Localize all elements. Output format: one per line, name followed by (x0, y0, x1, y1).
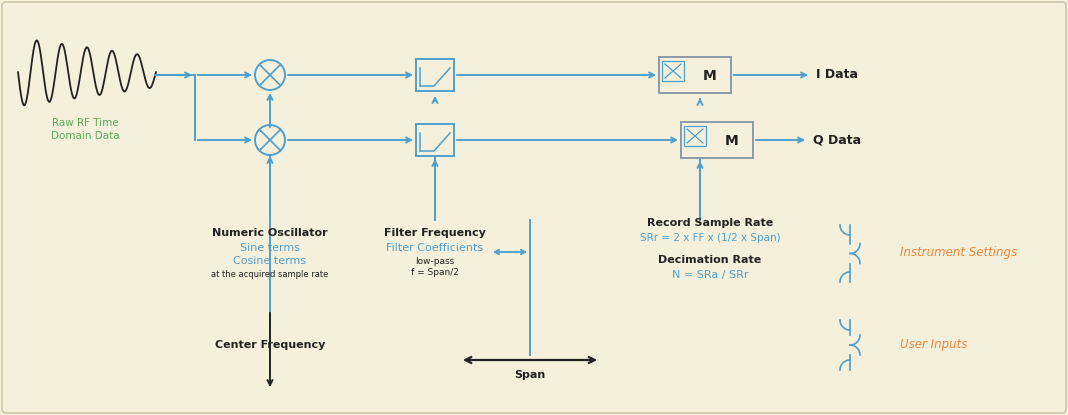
FancyBboxPatch shape (417, 124, 454, 156)
FancyBboxPatch shape (681, 122, 753, 158)
FancyBboxPatch shape (662, 61, 684, 81)
Text: M: M (703, 69, 717, 83)
Text: Cosine terms: Cosine terms (234, 256, 307, 266)
Text: Decimation Rate: Decimation Rate (658, 255, 761, 265)
Text: Span: Span (515, 370, 546, 380)
Text: M: M (725, 134, 739, 148)
Text: SRr = 2 x FF x (1/2 x Span): SRr = 2 x FF x (1/2 x Span) (640, 233, 781, 243)
Text: Filter Frequency: Filter Frequency (384, 228, 486, 238)
FancyBboxPatch shape (684, 126, 706, 146)
Text: Record Sample Rate: Record Sample Rate (647, 218, 773, 228)
Text: User Inputs: User Inputs (900, 337, 968, 351)
Text: Sine terms: Sine terms (240, 243, 300, 253)
Text: Q Data: Q Data (813, 134, 861, 146)
Text: Instrument Settings: Instrument Settings (900, 246, 1017, 259)
Text: f = Span/2: f = Span/2 (411, 268, 459, 277)
Text: I Data: I Data (816, 68, 858, 81)
Text: at the acquired sample rate: at the acquired sample rate (211, 270, 329, 279)
Text: Numeric Oscillator: Numeric Oscillator (213, 228, 328, 238)
Text: Filter Coefficients: Filter Coefficients (387, 243, 484, 253)
FancyBboxPatch shape (659, 57, 731, 93)
Text: N = SRa / SRr: N = SRa / SRr (672, 270, 749, 280)
Text: Center Frequency: Center Frequency (215, 340, 325, 350)
Text: Raw RF Time
Domain Data: Raw RF Time Domain Data (50, 118, 120, 141)
Text: low-pass: low-pass (415, 257, 455, 266)
FancyBboxPatch shape (417, 59, 454, 91)
